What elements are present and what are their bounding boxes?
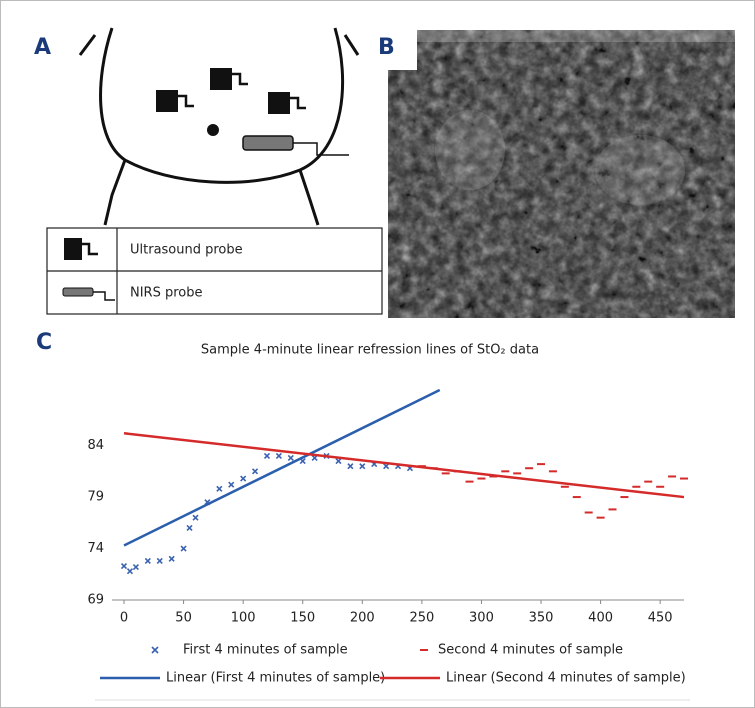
panel-a-drawing	[78, 27, 360, 226]
x-tick-label: 300	[469, 611, 494, 626]
point	[335, 457, 342, 465]
point	[228, 481, 235, 488]
point	[180, 545, 187, 552]
legend-text: Ultrasound probe	[130, 243, 243, 258]
legend-label: Second 4 minutes of sample	[438, 643, 623, 658]
point	[251, 468, 259, 475]
point	[126, 568, 134, 575]
legend-marker	[151, 646, 159, 654]
x-tick-label: 50	[175, 611, 192, 626]
x-tick-label: 250	[409, 611, 434, 626]
chart-title: Sample 4-minute linear refression lines …	[201, 343, 539, 358]
point	[120, 562, 128, 570]
point	[186, 524, 193, 532]
point	[144, 557, 151, 564]
y-tick-label: 84	[87, 438, 104, 453]
y-tick-label: 79	[87, 490, 104, 505]
x-tick-label: 100	[231, 611, 256, 626]
point	[359, 463, 366, 470]
y-tick-label: 74	[87, 541, 104, 556]
panel-label: C	[36, 330, 52, 355]
x-tick-label: 350	[529, 611, 554, 626]
point	[132, 563, 139, 571]
point	[287, 454, 294, 462]
panel-label: A	[34, 35, 51, 60]
label-bg	[365, 28, 417, 70]
point	[168, 555, 175, 562]
x-tick-label: 150	[290, 611, 315, 626]
point	[275, 452, 282, 459]
x-tick-label: 200	[350, 611, 375, 626]
legend-label: Linear (Second 4 minutes of sample)	[446, 671, 686, 686]
point	[347, 463, 354, 470]
legend-label: Linear (First 4 minutes of sample)	[166, 671, 385, 686]
probe-icons	[156, 68, 349, 156]
legend-label: First 4 minutes of sample	[183, 643, 348, 658]
point	[216, 485, 223, 492]
legend-icons	[62, 238, 115, 301]
trend-line	[123, 431, 685, 499]
point	[192, 514, 199, 521]
legend-text: NIRS probe	[130, 286, 203, 301]
x-tick-label: 400	[588, 611, 613, 626]
y-tick-label: 69	[87, 593, 104, 608]
x-tick-label: 0	[120, 611, 128, 626]
trend-line	[123, 388, 441, 547]
panel-label: B	[378, 35, 395, 60]
point	[263, 452, 271, 459]
x-tick-label: 450	[648, 611, 673, 626]
probe-legend-table	[46, 227, 383, 315]
point	[240, 475, 247, 482]
point	[156, 557, 163, 564]
ultrasound-image	[388, 30, 735, 318]
